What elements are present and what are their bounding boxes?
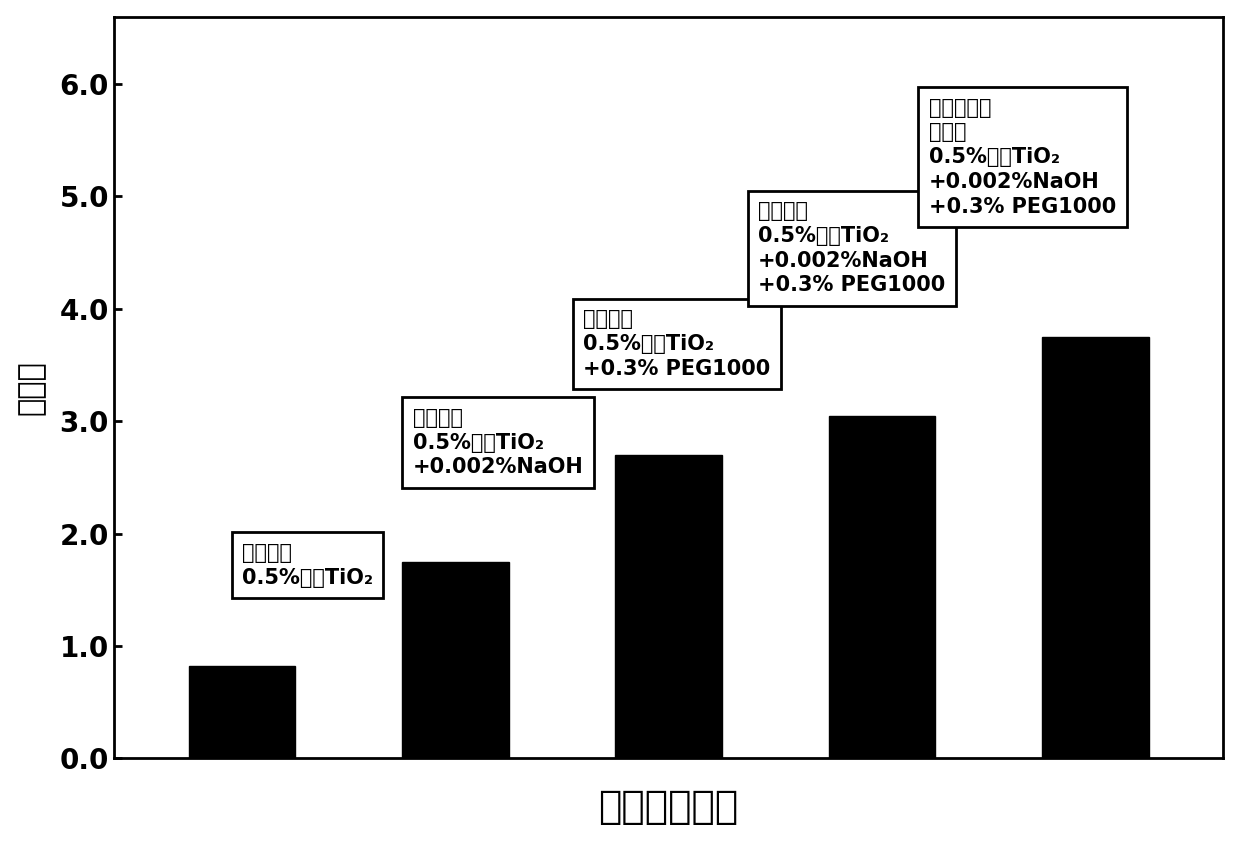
X-axis label: 纳米流体类别: 纳米流体类别 <box>599 788 739 826</box>
Text: 本发明方法
制备的
0.5%纳米TiO₂
+0.002%NaOH
+0.3% PEG1000: 本发明方法 制备的 0.5%纳米TiO₂ +0.002%NaOH +0.3% P… <box>929 98 1116 217</box>
Text: 直接添加
0.5%纳米TiO₂: 直接添加 0.5%纳米TiO₂ <box>242 543 373 588</box>
Bar <box>188 666 295 759</box>
Text: 直接添加
0.5%纳米TiO₂
+0.002%NaOH: 直接添加 0.5%纳米TiO₂ +0.002%NaOH <box>413 408 583 477</box>
Bar <box>615 455 722 759</box>
Bar <box>402 561 508 759</box>
Text: 直接添加
0.5%纳米TiO₂
+0.002%NaOH
+0.3% PEG1000: 直接添加 0.5%纳米TiO₂ +0.002%NaOH +0.3% PEG100… <box>758 201 945 295</box>
Text: 直接添加
0.5%纳米TiO₂
+0.3% PEG1000: 直接添加 0.5%纳米TiO₂ +0.3% PEG1000 <box>583 309 770 379</box>
Y-axis label: 收光度: 收光度 <box>16 360 46 415</box>
Bar <box>828 416 935 759</box>
Bar <box>1042 337 1148 759</box>
